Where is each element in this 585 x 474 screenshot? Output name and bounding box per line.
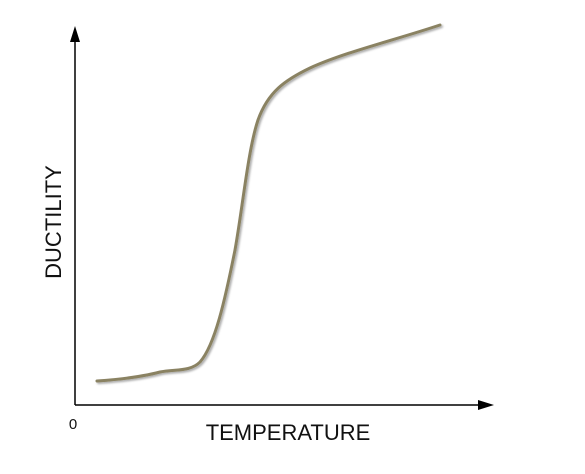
origin-label: 0 xyxy=(69,416,77,433)
ductility-curve xyxy=(95,23,442,383)
x-axis-arrow xyxy=(478,400,494,410)
y-axis-arrow xyxy=(70,26,80,42)
x-axis-label: TEMPERATURE xyxy=(206,420,371,445)
y-axis-label: DUCTILITY xyxy=(41,165,66,279)
